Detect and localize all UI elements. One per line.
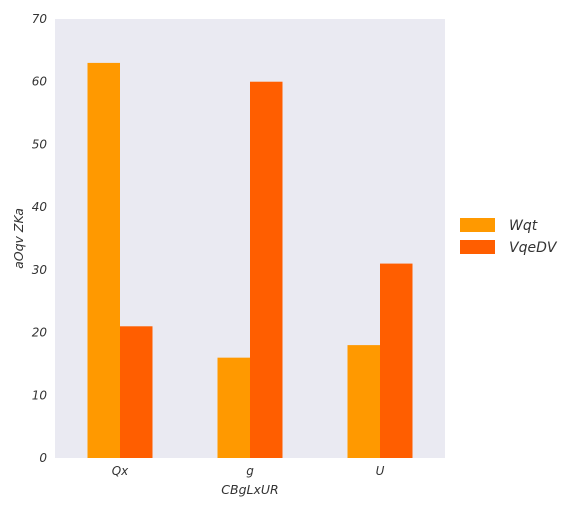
bars-group [87, 62, 413, 459]
y-tick-label: 40 [32, 200, 48, 214]
y-axis-ticks: 0 10 20 30 40 50 60 70 [32, 12, 48, 465]
legend-label: Wqt [509, 218, 538, 234]
y-tick-label: 30 [32, 263, 48, 277]
bar-Wqt-Qx [87, 62, 120, 459]
legend-label: VqeDV [509, 240, 558, 256]
y-tick-label: 70 [32, 12, 48, 26]
y-tick-label: 50 [32, 137, 48, 151]
x-tick-label: g [246, 464, 254, 478]
y-tick-label: 10 [32, 388, 48, 402]
bar-Wqt-U [347, 345, 380, 458]
x-tick-label: U [376, 464, 385, 478]
x-axis-label: CBgLxUR [221, 482, 278, 497]
x-axis-ticks: Qx g U [112, 464, 385, 478]
bar-VqeDV-U [380, 263, 413, 458]
y-tick-label: 0 [39, 451, 47, 465]
bar-VqeDV-Qx [120, 326, 153, 458]
bar-Wqt-g [217, 357, 250, 458]
y-tick-label: 60 [32, 75, 48, 89]
legend-swatch [460, 218, 495, 232]
y-tick-label: 20 [32, 326, 48, 340]
y-axis-label: aOqv ZKa [11, 208, 26, 269]
legend: Wqt VqeDV [460, 218, 558, 256]
legend-swatch [460, 240, 495, 254]
x-tick-label: Qx [112, 464, 129, 478]
bar-VqeDV-g [250, 81, 283, 458]
